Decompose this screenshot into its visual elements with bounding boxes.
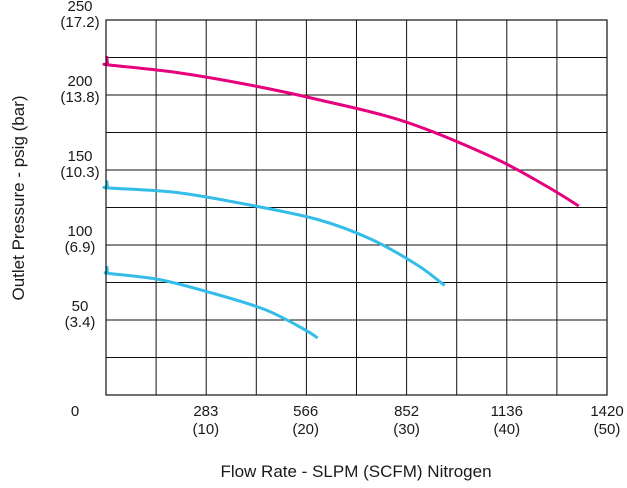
y-tick-sublabel: (13.8)	[60, 89, 99, 106]
x-tick-sublabel: (40)	[493, 421, 520, 438]
y-tick-sublabel: (10.3)	[60, 164, 99, 181]
series-line-2	[102, 180, 446, 287]
y-tick-label: 150	[67, 148, 92, 165]
y-tick-sublabel: (3.4)	[65, 314, 96, 331]
x-tick-sublabel: (20)	[292, 421, 319, 438]
y-axis-title: Outlet Pressure - psig (bar)	[9, 95, 28, 300]
x-tick-label: 1136	[491, 403, 523, 420]
series-line-3	[103, 265, 319, 340]
x-tick-label: 852	[394, 403, 419, 420]
y-tick-sublabel: (17.2)	[60, 14, 99, 31]
x-tick-sublabel: (50)	[594, 421, 621, 438]
y-tick-label: 250	[67, 0, 92, 15]
series-group	[102, 55, 580, 340]
x-tick-sublabel: (10)	[193, 421, 220, 438]
y-tick-labels: 50(3.4) 100(6.9) 150(10.3) 200(13.8) 250(17.…	[60, 0, 99, 331]
x-tick-label: 0	[71, 403, 79, 420]
y-tick-sublabel: (6.9)	[65, 239, 96, 256]
y-tick-label: 50	[72, 298, 89, 315]
x-axis-title: Flow Rate - SLPM (SCFM) Nitrogen	[220, 462, 491, 481]
x-tick-label: 283	[193, 403, 218, 420]
y-tick-label: 200	[67, 73, 92, 90]
y-tick-label: 100	[67, 223, 92, 240]
x-tick-labels: 0 283(10) 566(20) 852(30) 1136(40) 1420(50)	[71, 403, 624, 438]
x-tick-label: 1420	[590, 403, 623, 420]
series-line-1	[102, 55, 580, 208]
plot-frame	[105, 19, 608, 396]
x-tick-sublabel: (30)	[393, 421, 420, 438]
chart-grid	[106, 20, 607, 395]
x-tick-label: 566	[293, 403, 318, 420]
